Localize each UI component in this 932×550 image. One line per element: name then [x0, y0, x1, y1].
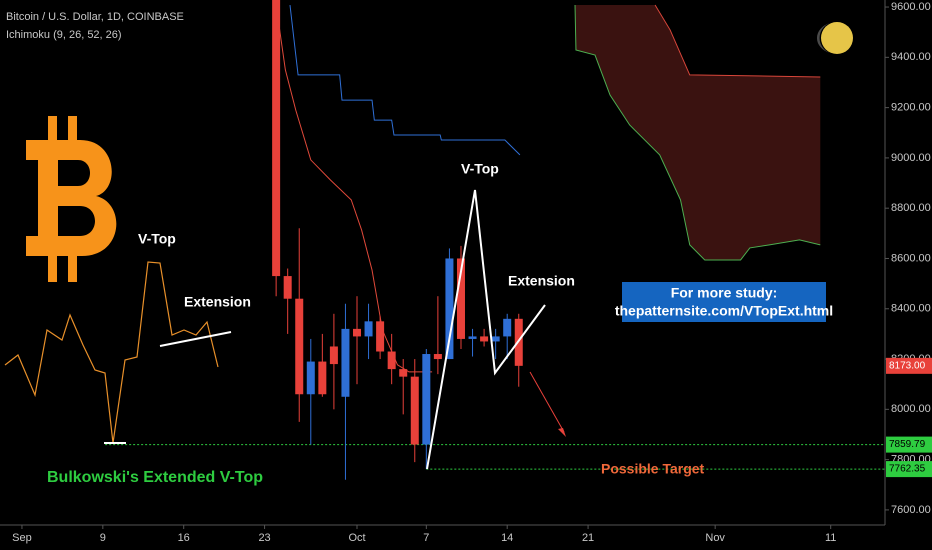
annotation: Extension [184, 294, 251, 310]
candle-body [353, 328, 362, 337]
candle-body [445, 258, 454, 360]
candle-body [272, 0, 281, 277]
y-tick-label: 9400.00 [891, 51, 931, 63]
x-tick-label: 14 [501, 532, 513, 544]
target-label: Possible Target [601, 461, 705, 477]
x-tick-label: 21 [582, 532, 594, 544]
y-tick-label: 9000.00 [891, 152, 931, 164]
candle-body [491, 336, 500, 342]
candle-body [306, 361, 315, 395]
candle-body [410, 376, 419, 445]
candle-body [318, 361, 327, 395]
vtop-drawing [426, 189, 546, 470]
y-tick-label: 8000.00 [891, 403, 931, 415]
study-text: For more study: [671, 285, 778, 301]
study-box [622, 282, 826, 322]
cloud-fill [575, 5, 821, 260]
price-label-box [886, 357, 932, 374]
annotation: Extension [508, 273, 575, 289]
x-tick-label: Nov [705, 532, 725, 544]
indicator-title: Ichimoku (9, 26, 52, 26) [6, 29, 122, 41]
candle-body [295, 298, 304, 395]
candle-body [503, 318, 512, 337]
annotation: V-Top [461, 161, 499, 177]
candle-body [433, 354, 442, 360]
bitcoin-logo [26, 116, 117, 282]
candle-body [387, 351, 396, 370]
x-tick-label: 7 [423, 532, 429, 544]
y-tick-label: 8800.00 [891, 202, 931, 214]
candle-body [468, 336, 477, 339]
x-tick-label: Oct [348, 532, 365, 544]
candle-body [399, 369, 408, 377]
price-label: 7859.79 [889, 439, 926, 450]
indicator-line [654, 4, 821, 78]
candle-body [456, 258, 465, 339]
study-link: thepatternsite.com/VTopExt.html [615, 303, 833, 319]
candle-body [329, 346, 338, 365]
x-tick-label: 23 [258, 532, 270, 544]
y-tick-label: 9200.00 [891, 102, 931, 114]
price-label-box [886, 436, 932, 453]
y-tick-label: 8600.00 [891, 252, 931, 264]
price-label-box [886, 461, 932, 478]
indicator-line [574, 5, 821, 261]
moon-icon [816, 22, 853, 54]
x-tick-label: 9 [100, 532, 106, 544]
pattern-name: Bulkowski's Extended V-Top [47, 469, 263, 486]
candle-body [422, 354, 431, 445]
y-tick-label: 7600.00 [891, 504, 931, 516]
indicator-line [275, 4, 433, 373]
candle-body [341, 328, 350, 397]
price-label: 7762.35 [889, 464, 926, 475]
target-arrow [529, 371, 565, 433]
candle-body [283, 276, 292, 299]
y-tick-label: 8400.00 [891, 303, 931, 315]
y-tick-label: 9600.00 [891, 1, 931, 13]
x-tick-label: 11 [825, 532, 836, 544]
x-tick-label: 16 [178, 532, 190, 544]
symbol-title: Bitcoin / U.S. Dollar, 1D, COINBASE [6, 11, 184, 23]
annotation: V-Top [138, 231, 176, 247]
x-tick-label: Sep [12, 532, 32, 544]
indicator-line [289, 4, 521, 156]
candle-body [376, 321, 385, 352]
trend-line [159, 331, 232, 347]
candle-body [480, 336, 489, 342]
price-label: 8173.00 [889, 360, 926, 371]
candle-body [364, 321, 373, 337]
arrow-head [558, 428, 566, 437]
